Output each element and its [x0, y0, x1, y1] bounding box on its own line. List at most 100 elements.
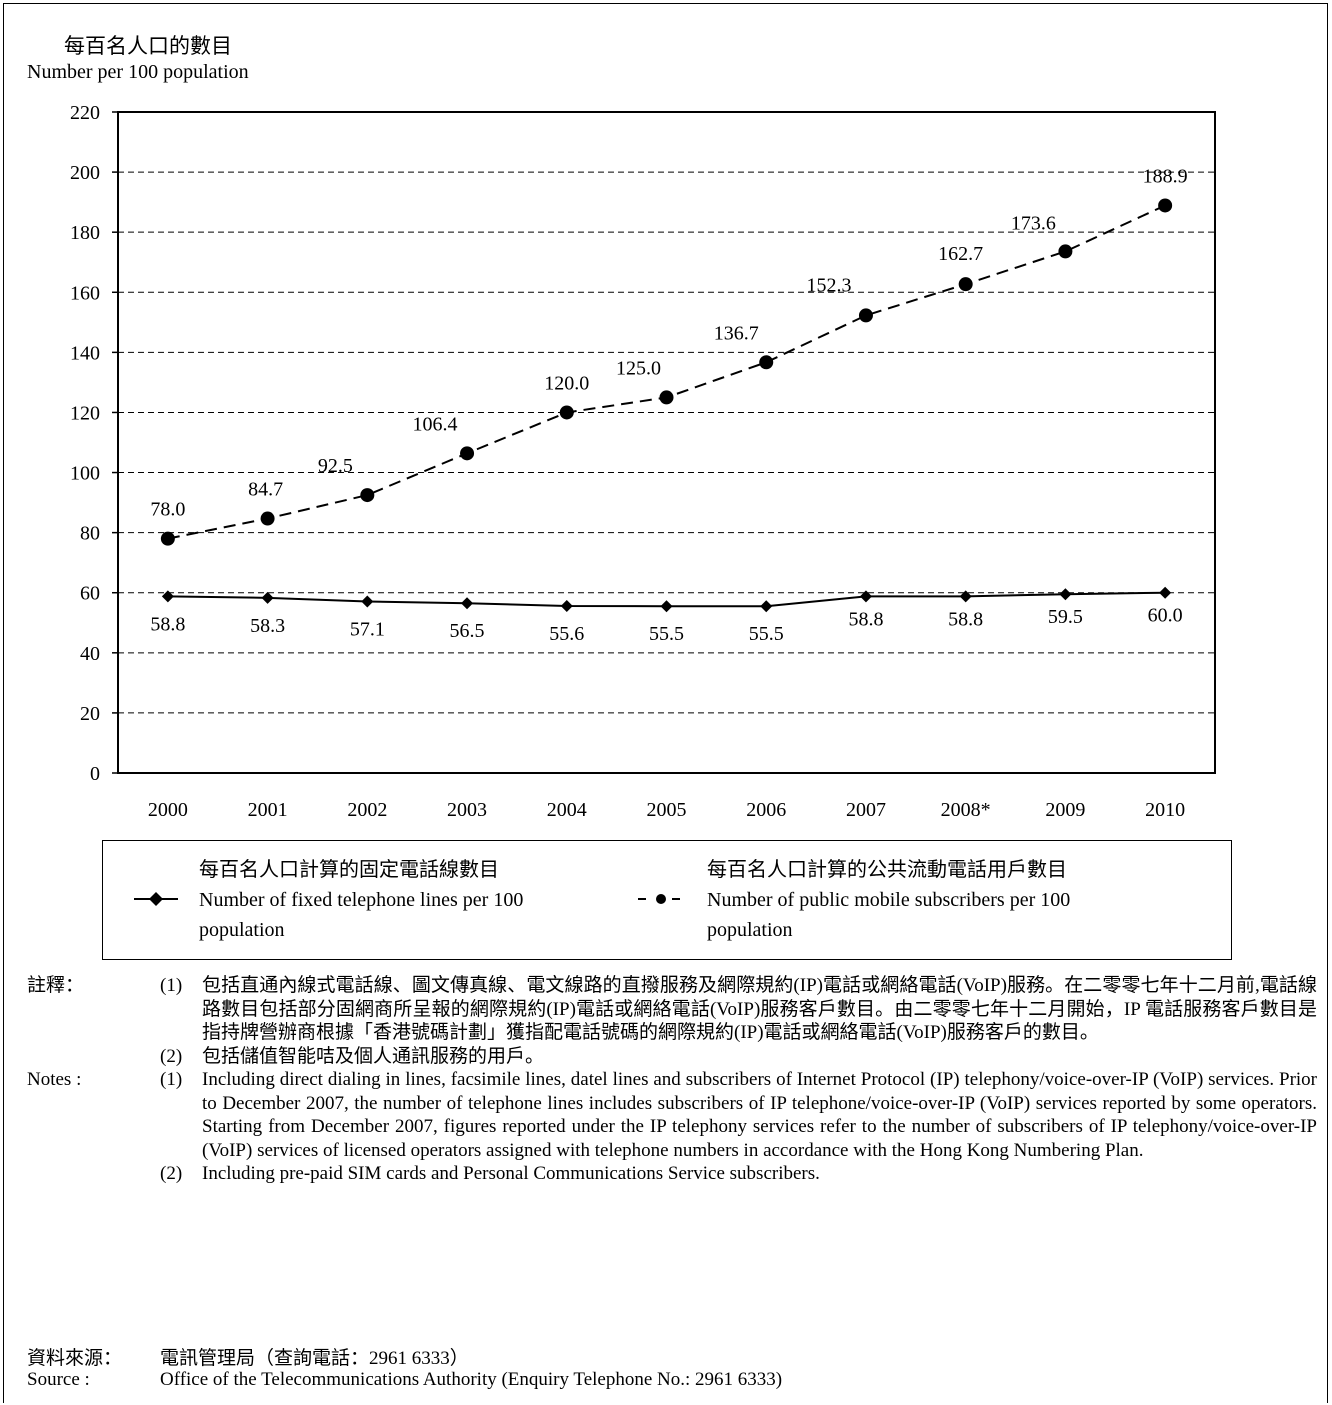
- legend-item-mobile-zh: 每百名人口計算的公共流動電話用戶數目: [707, 859, 1067, 881]
- legend-symbol-mobile: [638, 894, 680, 904]
- data-point-mobile: [858, 308, 873, 323]
- legend-item-mobile-en1: Number of public mobile subscribers per …: [707, 889, 1071, 911]
- y-axis-label-en: Number per 100 population: [27, 61, 249, 83]
- data-point-fixed-lines: [660, 600, 673, 613]
- data-point-mobile: [759, 355, 774, 370]
- data-point-fixed-lines: [560, 599, 573, 612]
- data-label-mobile: 136.7: [714, 322, 759, 344]
- y-tick-label: 140: [70, 342, 100, 364]
- data-label-mobile: 84.7: [248, 479, 283, 501]
- x-tick-label: 2007: [846, 799, 886, 821]
- y-tick-label: 80: [80, 523, 100, 545]
- notes-header-zh: 註釋：: [27, 975, 85, 996]
- data-point-fixed-lines: [760, 600, 773, 613]
- x-tick-label: 2002: [347, 799, 387, 821]
- plot-area-border: [117, 111, 1216, 774]
- source-header-en: Source :: [27, 1369, 90, 1390]
- source-header-zh: 資料來源：: [27, 1348, 123, 1369]
- y-tick-label: 220: [70, 102, 100, 124]
- data-point-mobile: [659, 390, 674, 405]
- data-point-mobile: [460, 446, 475, 461]
- y-axis-label-zh: 每百名人口的數目: [64, 34, 232, 58]
- source-en: Source : Office of the Telecommunication…: [27, 1369, 782, 1391]
- data-point-mobile: [559, 405, 574, 420]
- data-label-mobile: 78.0: [150, 499, 185, 521]
- data-point-fixed-lines: [161, 590, 174, 603]
- source-zh: 資料來源： 電訊管理局（查詢電話：2961 6333）: [27, 1343, 469, 1370]
- data-label-fixed-lines: 55.6: [549, 623, 584, 645]
- y-tick-label: 20: [80, 703, 100, 725]
- legend-item-fixed-lines: 每百名人口計算的固定電話線數目 Number of fixed telephon…: [199, 855, 523, 945]
- data-label-fixed-lines: 58.8: [948, 608, 983, 630]
- x-tick-label: 2009: [1045, 799, 1085, 821]
- data-point-mobile: [160, 531, 175, 546]
- note-en-2: (2) Including pre-paid SIM cards and Per…: [27, 1162, 1317, 1186]
- source-text-zh: 電訊管理局（查詢電話：2961 6333）: [160, 1348, 469, 1369]
- series-line-mobile: [167, 204, 1166, 540]
- data-point-fixed-lines: [361, 595, 374, 608]
- note-zh-2-text: 包括儲值智能咭及個人通訊服務的用戶。: [202, 1045, 545, 1067]
- data-point-fixed-lines: [1159, 586, 1172, 599]
- y-tick-label: 0: [90, 763, 100, 785]
- legend-item-fixed-lines-en1: Number of fixed telephone lines per 100: [199, 889, 524, 911]
- x-tick-label: 2003: [447, 799, 487, 821]
- data-label-fixed-lines: 57.1: [350, 618, 385, 640]
- data-point-fixed-lines: [461, 597, 474, 610]
- chart-frame: [3, 3, 1328, 1403]
- y-tick-label: 120: [70, 402, 100, 424]
- data-label-mobile: 125.0: [616, 357, 661, 379]
- note-en-2-text: Including pre-paid SIM cards and Persona…: [202, 1163, 820, 1184]
- data-point-mobile: [958, 277, 973, 292]
- data-label-mobile: 152.3: [806, 274, 851, 296]
- notes-header-en: Notes :: [27, 1069, 82, 1090]
- y-tick-label: 160: [70, 282, 100, 304]
- data-label-fixed-lines: 56.5: [450, 620, 485, 642]
- data-label-fixed-lines: 55.5: [649, 623, 684, 645]
- data-label-mobile: 162.7: [938, 243, 983, 265]
- note-zh-1-number: (1): [160, 975, 183, 996]
- legend-item-fixed-lines-zh: 每百名人口計算的固定電話線數目: [199, 859, 499, 881]
- x-tick-label: 2006: [746, 799, 786, 821]
- source-text-en: Office of the Telecommunications Authori…: [160, 1369, 783, 1390]
- data-point-mobile: [260, 511, 275, 526]
- x-tick-label: 2004: [547, 799, 587, 821]
- data-point-fixed-lines: [859, 590, 872, 603]
- note-en-2-number: (2): [160, 1163, 183, 1184]
- data-label-mobile: 92.5: [318, 455, 353, 477]
- note-en-1-number: (1): [160, 1069, 183, 1090]
- note-zh-2: (2) 包括儲值智能咭及個人通訊服務的用戶。: [27, 1045, 1317, 1069]
- data-label-fixed-lines: 58.3: [250, 615, 285, 637]
- legend-item-fixed-lines-en2: population: [199, 919, 285, 941]
- y-tick-label: 200: [70, 162, 100, 184]
- data-point-mobile: [1058, 244, 1073, 259]
- data-point-fixed-lines: [1059, 588, 1072, 601]
- x-tick-label: 2001: [248, 799, 288, 821]
- legend-item-mobile-en2: population: [707, 919, 793, 941]
- data-label-mobile: 106.4: [413, 413, 458, 435]
- note-en-1-text: Including direct dialing in lines, facsi…: [202, 1069, 1317, 1161]
- data-point-mobile: [360, 488, 375, 503]
- legend-symbol-fixed-lines: [134, 892, 178, 906]
- x-tick-label: 2005: [647, 799, 687, 821]
- data-label-fixed-lines: 58.8: [848, 608, 883, 630]
- legend: 每百名人口計算的固定電話線數目 Number of fixed telephon…: [102, 840, 1232, 960]
- data-point-mobile: [1158, 198, 1173, 213]
- note-zh-2-number: (2): [160, 1045, 183, 1067]
- note-en-1: Notes : (1) Including direct dialing in …: [27, 1068, 1317, 1162]
- notes-section: 註釋： (1) 包括直通內線式電話線、圖文傳真線、電文線路的直撥服務及網際規約(…: [27, 974, 1317, 1186]
- x-tick-label: 2008*: [941, 799, 991, 821]
- legend-item-mobile: 每百名人口計算的公共流動電話用戶數目 Number of public mobi…: [707, 855, 1070, 945]
- data-label-fixed-lines: 60.0: [1148, 605, 1183, 627]
- data-label-fixed-lines: 55.5: [749, 623, 784, 645]
- line-chart: 0 20 40 60 80 100 120 140 160 180 200 220 2000 2001 20…: [70, 102, 1216, 821]
- note-zh-1: 註釋： (1) 包括直通內線式電話線、圖文傳真線、電文線路的直撥服務及網際規約(…: [27, 974, 1317, 1045]
- x-tick-label: 2000: [148, 799, 188, 821]
- data-point-fixed-lines: [959, 590, 972, 603]
- data-label-mobile: 188.9: [1143, 165, 1188, 187]
- data-label-mobile: 173.6: [1011, 212, 1056, 234]
- data-label-fixed-lines: 58.8: [150, 613, 185, 635]
- y-tick-label: 180: [70, 222, 100, 244]
- y-tick-label: 40: [80, 643, 100, 665]
- data-label-mobile: 120.0: [544, 372, 589, 394]
- note-zh-1-text: 包括直通內線式電話線、圖文傳真線、電文線路的直撥服務及網際規約(IP)電話或網絡…: [202, 975, 1317, 1043]
